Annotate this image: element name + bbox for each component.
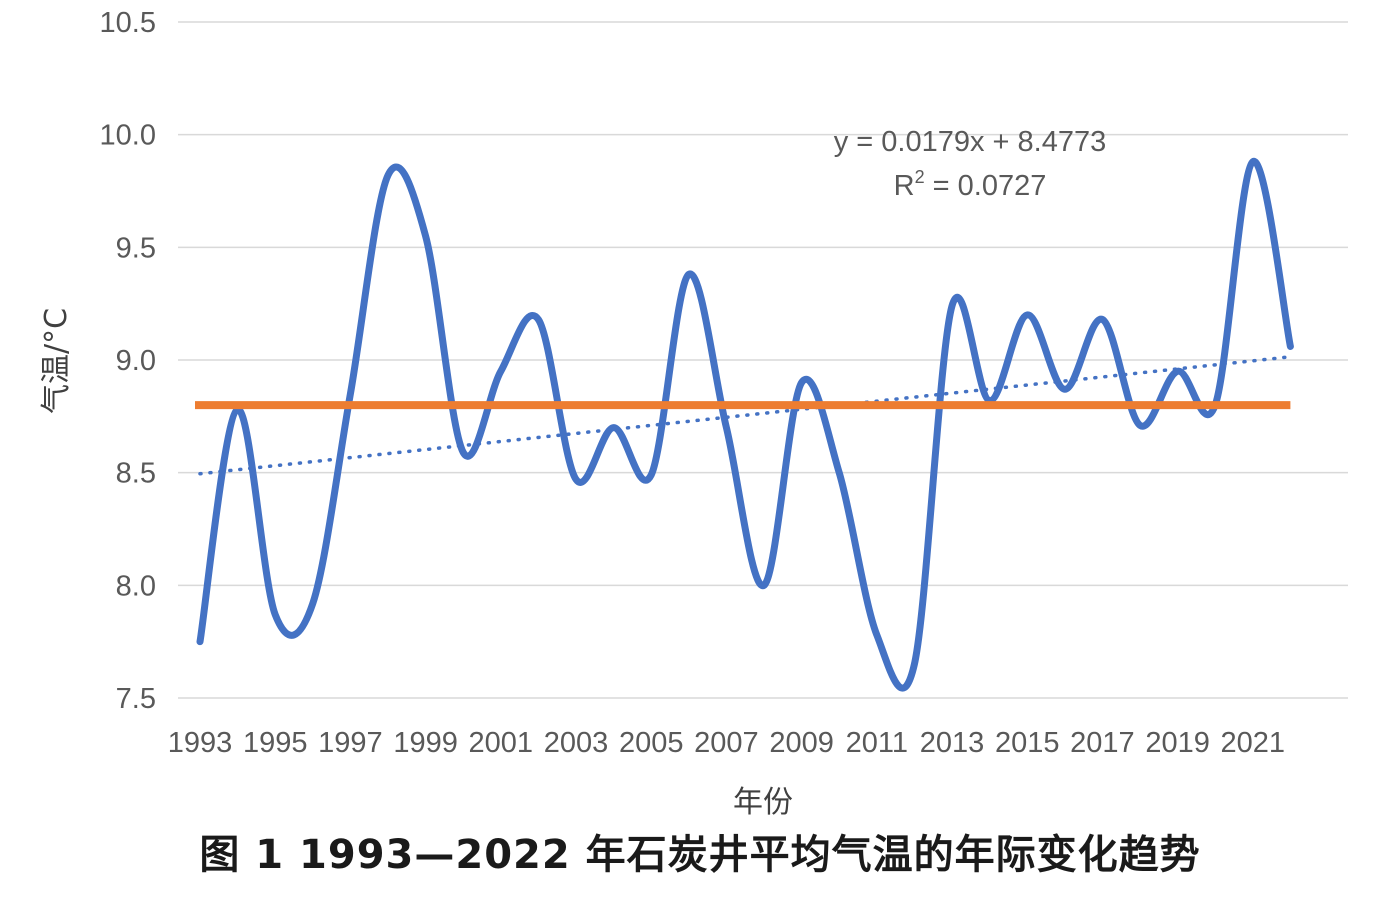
x-tick-label: 1999 [393,727,458,759]
r-squared-exponent: 2 [915,167,925,187]
x-tick-label: 2017 [1070,727,1135,759]
x-tick-label: 1993 [168,727,233,759]
y-tick-label: 9.0 [116,345,156,377]
x-tick-label: 2003 [544,727,609,759]
r-squared-prefix: R [894,170,915,202]
x-tick-label: 2001 [469,727,534,759]
y-tick-label: 7.5 [116,683,156,715]
y-tick-label: 8.5 [116,458,156,490]
x-tick-label: 2015 [995,727,1060,759]
line-chart: 7.5 8.0 8.5 9.0 9.5 10.0 10.5 1993 1995 1997 1999… [39,7,1348,820]
x-tick-label: 2021 [1221,727,1286,759]
x-tick-label: 2019 [1145,727,1210,759]
x-tick-label: 2013 [920,727,985,759]
x-tick-label: 2005 [619,727,684,759]
y-tick-label: 10.0 [100,120,156,152]
x-tick-label: 1997 [318,727,383,759]
y-tick-label: 10.5 [100,7,156,39]
x-tick-label: 2009 [769,727,834,759]
trendline-equation: y = 0.0179x + 8.4773 [834,126,1107,158]
x-tick-label: 2007 [694,727,759,759]
temperature-series-line [196,158,1294,692]
r-squared-label: R2 = 0.0727 [894,167,1047,202]
y-tick-label: 9.5 [116,232,156,264]
linear-trendline [198,355,1293,476]
y-tick-labels: 7.5 8.0 8.5 9.0 9.5 10.0 10.5 [100,7,156,715]
y-tick-label: 8.0 [116,570,156,602]
x-tick-labels: 1993 1995 1997 1999 2001 2003 2005 2007 2009 2011… [168,727,1285,759]
x-axis-title: 年份 [733,785,793,820]
x-tick-label: 2011 [846,727,908,759]
r-squared-value: = 0.0727 [925,170,1047,202]
figure-caption: 图 1 1993—2022 年石炭井平均气温的年际变化趋势 [199,832,1201,878]
x-tick-label: 1995 [243,727,308,759]
y-axis-title: 气温/°C [39,308,74,414]
